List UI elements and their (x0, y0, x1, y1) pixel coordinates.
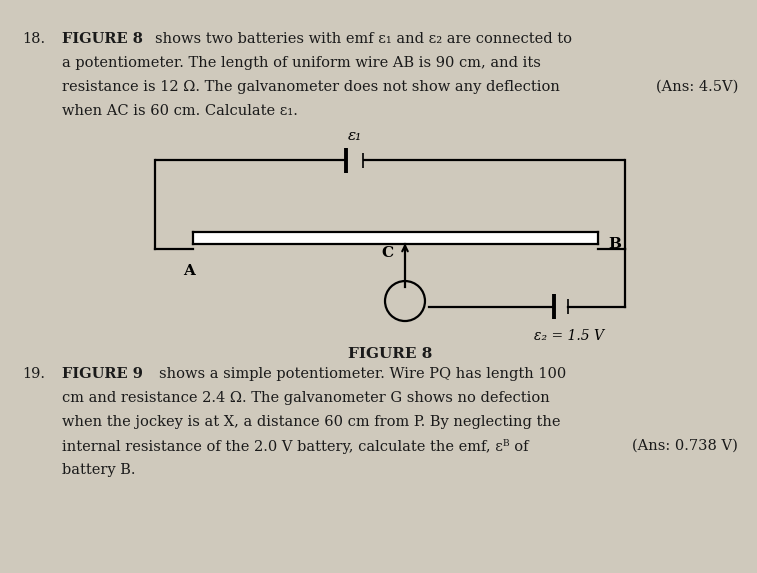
Text: FIGURE 8: FIGURE 8 (347, 347, 432, 360)
Text: (Ans: 4.5V): (Ans: 4.5V) (656, 80, 738, 93)
Text: A: A (183, 264, 195, 277)
Text: when the jockey is at X, a distance 60 cm from P. By neglecting the: when the jockey is at X, a distance 60 c… (62, 415, 561, 429)
Text: C: C (382, 246, 394, 260)
Text: shows two batteries with emf ε₁ and ε₂ are connected to: shows two batteries with emf ε₁ and ε₂ a… (155, 32, 572, 45)
Text: battery B.: battery B. (62, 463, 136, 477)
Text: ε₂ = 1.5 V: ε₂ = 1.5 V (534, 329, 603, 343)
Text: FIGURE 9: FIGURE 9 (62, 367, 143, 380)
Text: ε₁: ε₁ (348, 129, 362, 143)
Text: resistance is 12 Ω. The galvanometer does not show any deflection: resistance is 12 Ω. The galvanometer doe… (62, 80, 560, 93)
Text: 19.: 19. (23, 367, 45, 380)
Text: shows a simple potentiometer. Wire PQ has length 100: shows a simple potentiometer. Wire PQ ha… (159, 367, 566, 380)
Text: when AC is 60 cm. Calculate ε₁.: when AC is 60 cm. Calculate ε₁. (62, 104, 298, 117)
Text: FIGURE 8: FIGURE 8 (62, 32, 143, 45)
Text: 18.: 18. (23, 32, 46, 45)
Text: B: B (608, 237, 621, 250)
Text: (Ans: 0.738 V): (Ans: 0.738 V) (632, 439, 738, 453)
Text: internal resistance of the 2.0 V battery, calculate the emf, εᴮ of: internal resistance of the 2.0 V battery… (62, 439, 528, 454)
Text: cm and resistance 2.4 Ω. The galvanometer G shows no defection: cm and resistance 2.4 Ω. The galvanomete… (62, 391, 550, 405)
Text: a potentiometer. The length of uniform wire AB is 90 cm, and its: a potentiometer. The length of uniform w… (62, 56, 541, 69)
